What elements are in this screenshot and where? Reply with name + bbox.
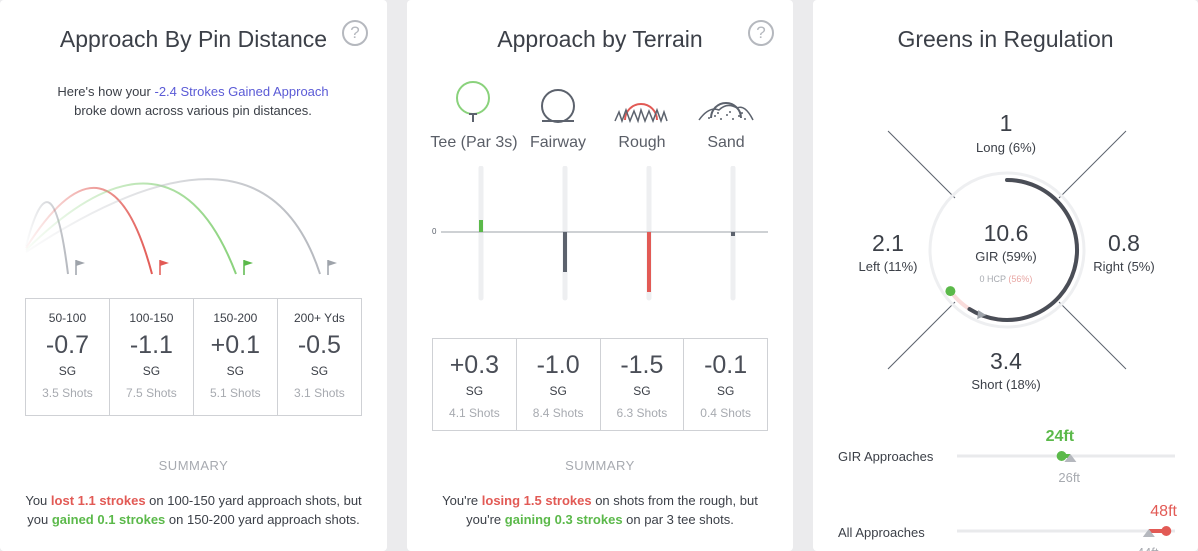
right-value: 0.8	[1108, 230, 1140, 256]
sg-value: -1.5	[620, 351, 664, 379]
summary-text: You lost 1.1 strokes on 100-150 yard app…	[25, 493, 362, 527]
all-approaches-value: 48ft	[1150, 503, 1177, 520]
intro-text: Here's how your -2.4 Strokes Gained Appr…	[57, 84, 329, 118]
sg-value: +0.3	[449, 351, 500, 379]
all-approaches-benchmark: 44ft	[1137, 545, 1159, 551]
summary-heading: SUMMARY	[158, 458, 229, 473]
gir-label: GIR (59%)	[975, 249, 1037, 264]
pin-distance-trajectory-illustration	[25, 178, 337, 275]
terrain-label-tee: Tee (Par 3s)	[430, 134, 518, 151]
divider-line	[1058, 301, 1127, 370]
terrain-label-fairway: Fairway	[529, 134, 586, 151]
stat-cell-50-100[interactable]: 50-100 -0.7 SG 3.5 Shots	[26, 299, 110, 416]
left-value: 2.1	[872, 230, 904, 256]
help-icon[interactable]: ?	[342, 20, 368, 46]
hcp-benchmark: 0 HCP (56%)	[979, 274, 1033, 284]
panel-title: Approach By Pin Distance	[59, 26, 328, 52]
short-value: 3.4	[990, 348, 1022, 374]
left-label: Left (11%)	[858, 259, 918, 274]
rough-icon	[614, 103, 668, 124]
gir-miss-diagram	[887, 130, 1127, 370]
flag-icon	[159, 260, 169, 275]
divider-line	[887, 301, 956, 370]
long-value: 1	[999, 110, 1013, 136]
help-icon[interactable]: ?	[748, 20, 774, 46]
hcp-marker	[977, 310, 987, 320]
terrain-stats-table: +0.3 SG 4.1 Shots -1.0 SG 8.4 Shots -1.5 SG 6.…	[432, 338, 768, 431]
trajectory-150-200	[25, 182, 237, 275]
green-outline	[928, 171, 1086, 329]
sg-value: -0.7	[45, 331, 90, 359]
tee-icon	[456, 81, 490, 122]
gir-approaches-value: 24ft	[1045, 428, 1075, 445]
flag-icon	[75, 260, 85, 275]
stat-cell-tee[interactable]: +0.3 SG 4.1 Shots	[433, 339, 517, 431]
terrain-label-sand: Sand	[707, 134, 745, 151]
gir-marker	[945, 286, 956, 297]
pin-distance-stats-table: 50-100 -0.7 SG 3.5 Shots 100-150 -1.1 SG 7.5 S…	[25, 298, 362, 416]
sg-value: -0.5	[297, 331, 341, 359]
summary-heading: SUMMARY	[565, 458, 635, 473]
gir-arc	[967, 178, 1080, 322]
gir-approaches-bar	[957, 451, 1175, 462]
benchmark-marker	[1142, 529, 1155, 537]
sg-value: -1.1	[129, 331, 173, 359]
value-marker	[1056, 451, 1067, 461]
strokes-gained-link[interactable]: -2.4 Strokes Gained Approach	[154, 84, 329, 99]
trajectory-100-150	[25, 186, 153, 275]
trajectory-200-plus	[25, 178, 321, 275]
trajectory-50-100	[25, 201, 69, 275]
fairway-icon	[541, 89, 575, 123]
sg-value: +0.1	[210, 331, 261, 359]
all-approaches-bar	[957, 526, 1175, 537]
terrain-panel: Approach by Terrain ? Tee (Par 3s) Fairw…	[407, 0, 793, 551]
divider-line	[1058, 130, 1127, 199]
stat-cell-sand[interactable]: -0.1 SG 0.4 Shots	[683, 338, 768, 431]
summary-text: You're losing 1.5 strokes on shots from …	[442, 493, 758, 527]
sg-value: -0.1	[704, 351, 748, 379]
zero-axis-label: 0	[432, 227, 437, 236]
pin-distance-panel: Approach By Pin Distance ? Here's how yo…	[0, 0, 387, 551]
stat-cell-fairway[interactable]: -1.0 SG 8.4 Shots	[515, 338, 600, 431]
all-approaches-label: All Approaches	[838, 525, 925, 540]
flag-icon	[327, 260, 337, 275]
terrain-sg-bar-chart: 0	[432, 166, 768, 301]
short-label: Short (18%)	[971, 377, 1041, 392]
stat-cell-150-200[interactable]: 150-200 +0.1 SG 5.1 Shots	[192, 298, 278, 416]
gir-approaches-benchmark: 26ft	[1058, 470, 1081, 485]
right-label: Right (5%)	[1093, 259, 1155, 274]
benchmark-marker	[1064, 454, 1077, 462]
stat-cell-100-150[interactable]: 100-150 -1.1 SG 7.5 Shots	[108, 298, 194, 416]
stat-cell-rough[interactable]: -1.5 SG 6.3 Shots	[599, 338, 684, 431]
gir-approaches-label: GIR Approaches	[838, 449, 934, 464]
sg-value: -1.0	[536, 351, 580, 379]
divider-line	[887, 130, 956, 199]
gir-value: 10.6	[983, 220, 1029, 246]
gir-panel: Greens in Regulation 1 Long (6%) 2.1 Lef…	[813, 0, 1198, 551]
panel-title: Approach by Terrain	[497, 26, 703, 52]
stat-cell-200-plus[interactable]: 200+ Yds -0.5 SG 3.1 Shots	[276, 298, 362, 416]
terrain-label-rough: Rough	[618, 134, 666, 151]
value-marker	[1161, 526, 1172, 536]
long-label: Long (6%)	[976, 140, 1036, 155]
sand-icon	[698, 102, 754, 121]
panel-title: Greens in Regulation	[897, 26, 1114, 52]
flag-icon	[243, 260, 253, 275]
